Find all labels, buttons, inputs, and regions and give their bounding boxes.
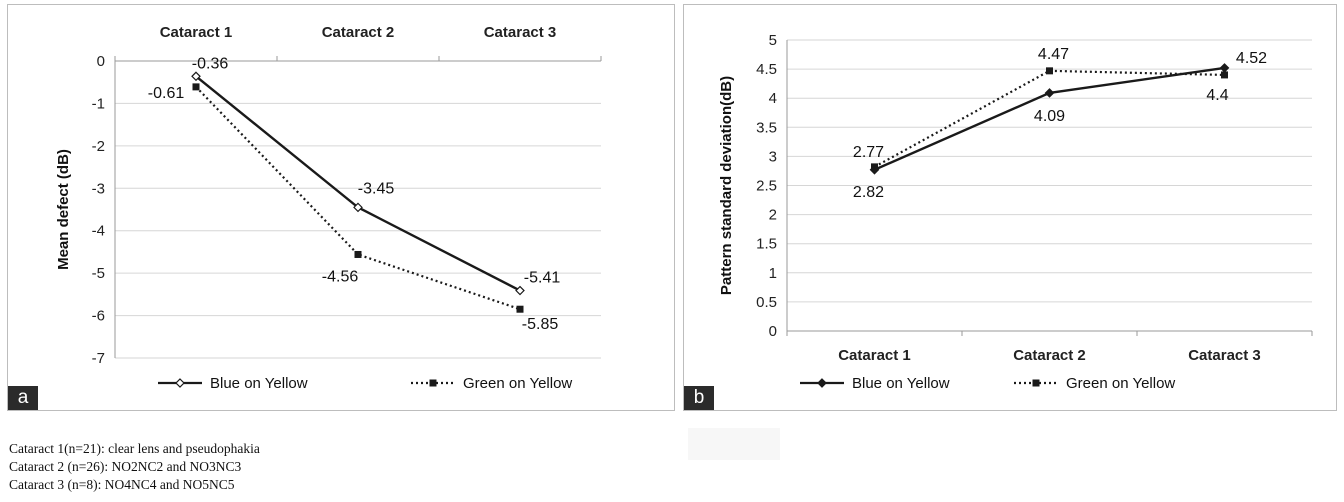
data-point — [515, 285, 525, 296]
data-label: -5.41 — [524, 270, 561, 287]
legend-label: Blue on Yellow — [210, 375, 308, 392]
data-label: 2.77 — [853, 144, 884, 161]
chart-panel-a: 0 -1 -2 -3 -4 -5 -6 -7 Cataract 1 Cataract 2 Catar… — [7, 4, 675, 411]
data-point — [354, 250, 362, 258]
y-tick-label: -1 — [92, 95, 105, 112]
y-tick-label: 3.5 — [756, 119, 777, 136]
data-point — [353, 202, 363, 213]
y-tick-label: 0.5 — [756, 294, 777, 311]
legend-label: Green on Yellow — [1066, 375, 1175, 392]
footnote-cataract-3: Cataract 3 (n=8): NO4NC4 and NO5NC5 — [9, 477, 235, 492]
footnote-cataract-2: Cataract 2 (n=26): NO2NC2 and NO3NC3 — [9, 459, 242, 474]
y-tick-label: 1.5 — [756, 236, 777, 253]
x-tick-label: Cataract 3 — [1188, 347, 1261, 364]
data-label: -0.61 — [148, 85, 185, 102]
panel-label-b: b — [684, 386, 714, 410]
y-tick-label: -4 — [92, 223, 105, 240]
data-label: -0.36 — [192, 55, 229, 72]
legend-marker — [175, 378, 185, 388]
data-label: 4.52 — [1236, 50, 1267, 67]
y-tick-label: 0 — [769, 323, 777, 340]
footnotes: Cataract 1(n=21): clear lens and pseudop… — [9, 440, 260, 494]
chart-panel-b: 0 0.5 1 1.5 2 2.5 3 3.5 4 4.5 5 Cataract 1 Cataract … — [683, 4, 1337, 411]
y-axis-title: Pattern standard deviation(dB) — [718, 76, 735, 295]
data-label: 4.4 — [1206, 87, 1228, 104]
data-point — [871, 163, 878, 171]
data-label: 4.09 — [1034, 108, 1065, 125]
x-tick-label: Cataract 1 — [838, 347, 911, 364]
chart-b-svg: 0 0.5 1 1.5 2 2.5 3 3.5 4 4.5 5 Cataract 1 Cataract … — [718, 32, 1313, 392]
footnote-cataract-1: Cataract 1(n=21): clear lens and pseudop… — [9, 441, 260, 456]
y-tick-label: -5 — [92, 265, 105, 282]
data-point — [1221, 71, 1228, 79]
data-point — [516, 305, 524, 313]
data-label: -4.56 — [322, 268, 359, 285]
y-tick-label: 4.5 — [756, 61, 777, 78]
data-label: -5.85 — [522, 316, 559, 333]
data-point — [1046, 67, 1053, 75]
series-line-green-on-yellow — [873, 69, 1225, 168]
legend-marker — [1032, 379, 1040, 387]
panel-label-a: a — [8, 386, 38, 410]
data-label: -3.45 — [358, 180, 395, 197]
data-label: 2.82 — [853, 184, 884, 201]
data-point — [1219, 63, 1230, 73]
legend-marker — [817, 378, 827, 388]
x-tick-label: Cataract 3 — [484, 24, 557, 41]
y-tick-label: 0 — [97, 53, 105, 70]
y-tick-label: -2 — [92, 138, 105, 155]
y-tick-label: 2.5 — [756, 178, 777, 195]
data-point — [1044, 88, 1055, 98]
y-tick-label: -3 — [92, 180, 105, 197]
y-tick-label: 3 — [769, 148, 777, 165]
legend-label: Green on Yellow — [463, 375, 572, 392]
x-tick-label: Cataract 2 — [1013, 347, 1086, 364]
y-tick-label: -7 — [92, 350, 105, 367]
y-tick-label: 1 — [769, 265, 777, 282]
x-tick-label: Cataract 2 — [322, 24, 395, 41]
data-point — [191, 71, 201, 82]
legend-marker — [429, 379, 437, 387]
data-point — [192, 83, 200, 91]
legend-label: Blue on Yellow — [852, 375, 950, 392]
chart-a-svg: 0 -1 -2 -3 -4 -5 -6 -7 Cataract 1 Cataract 2 Catar… — [55, 24, 602, 392]
x-tick-label: Cataract 1 — [160, 24, 233, 41]
data-label: 4.47 — [1038, 46, 1069, 63]
y-tick-label: 2 — [769, 207, 777, 224]
y-axis-title: Mean defect (dB) — [55, 149, 72, 270]
y-tick-label: 5 — [769, 32, 777, 49]
y-tick-label: 4 — [769, 90, 777, 107]
y-tick-label: -6 — [92, 308, 105, 325]
blank-box — [688, 428, 780, 460]
